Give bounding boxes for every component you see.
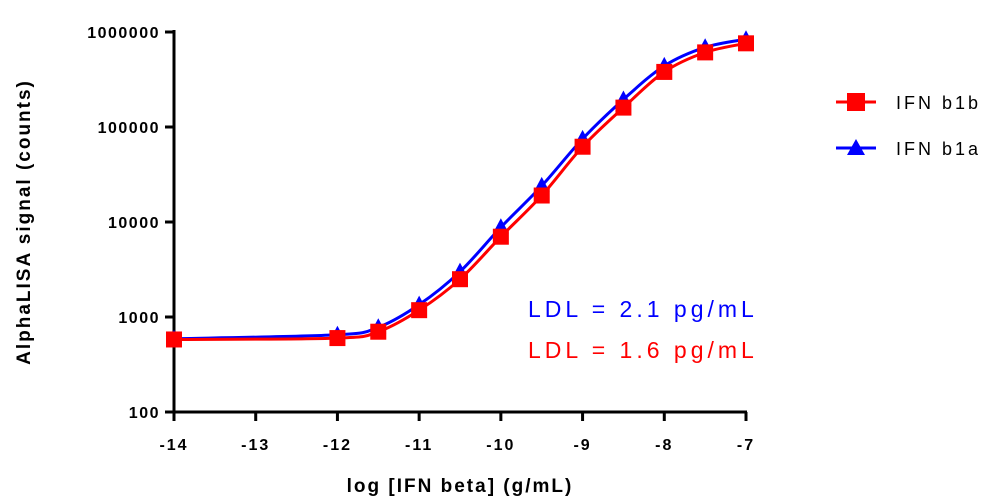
- legend-item-ifn-b1b: IFN b1b: [836, 93, 981, 113]
- y-tick-label: 10000: [108, 215, 160, 232]
- data-point-ifn-b1b: [411, 302, 428, 319]
- annotation-ldl-b1b: LDL = 1.6 pg/mL: [528, 337, 758, 363]
- data-point-ifn-b1b: [533, 187, 550, 204]
- annotation-ldl-b1a: LDL = 2.1 pg/mL: [528, 296, 758, 322]
- y-tick-label: 100: [129, 405, 160, 422]
- x-axis-ticks: -14 -13 -12 -11 -10 -9 -8 -7: [159, 412, 755, 454]
- data-point-ifn-b1b: [697, 44, 714, 61]
- data-point-ifn-b1b: [656, 63, 673, 80]
- legend-item-ifn-b1a: IFN b1a: [836, 139, 981, 159]
- legend: IFN b1b IFN b1a: [836, 93, 981, 159]
- data-point-ifn-b1b: [738, 35, 754, 52]
- data-point-ifn-b1b: [370, 323, 387, 340]
- x-tick-label: -11: [405, 437, 433, 454]
- data-point-ifn-b1b: [574, 138, 591, 155]
- data-point-ifn-b1b: [166, 331, 182, 348]
- x-tick-label: -7: [737, 437, 755, 454]
- data-point-ifn-b1b: [329, 330, 346, 347]
- y-tick-label: 1000: [118, 310, 160, 327]
- x-tick-label: -14: [159, 437, 188, 454]
- x-tick-label: -10: [486, 437, 515, 454]
- data-point-ifn-b1b: [492, 228, 509, 245]
- x-axis-label: log [IFN beta] (g/mL): [347, 476, 574, 497]
- legend-triangle-marker-icon: [847, 139, 865, 155]
- data-point-ifn-b1b: [452, 271, 468, 288]
- legend-square-marker-icon: [847, 93, 865, 111]
- legend-label-ifn-b1a: IFN b1a: [896, 139, 981, 159]
- series-ifn-b1b: [166, 35, 754, 348]
- x-tick-label: -12: [323, 437, 352, 454]
- data-point-ifn-b1b: [615, 99, 632, 116]
- x-tick-label: -8: [655, 437, 673, 454]
- series-layer: [166, 30, 754, 348]
- y-axis-ticks: 100 1000 10000 100000 1000000: [87, 25, 174, 422]
- y-tick-label: 1000000: [87, 25, 160, 42]
- legend-label-ifn-b1b: IFN b1b: [896, 93, 981, 113]
- y-axis-label: AlphaLISA signal (counts): [14, 79, 35, 365]
- y-tick-label: 100000: [98, 120, 160, 137]
- x-tick-label: -13: [241, 437, 270, 454]
- x-tick-label: -9: [573, 437, 591, 454]
- series-line-ifn-b1a: [173, 37, 747, 341]
